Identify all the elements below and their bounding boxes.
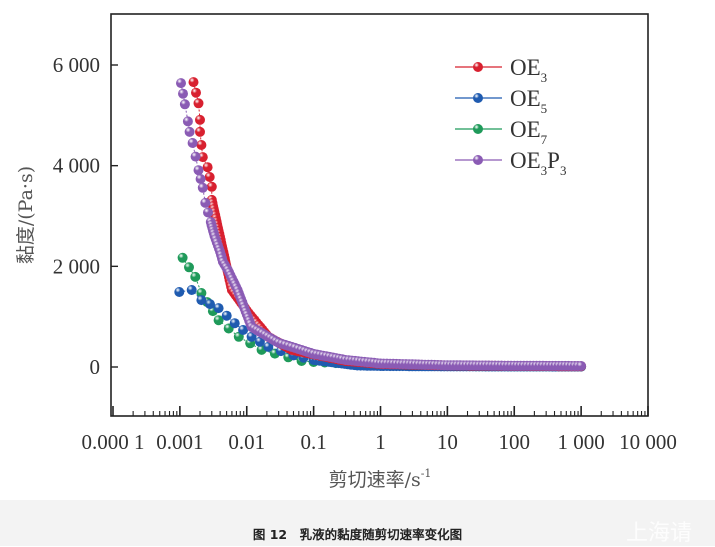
- series-OE3P3: [176, 78, 587, 371]
- legend-label-sub: 3: [541, 163, 548, 178]
- data-point: [203, 207, 213, 218]
- data-point: [221, 310, 232, 321]
- plot-frame: [110, 13, 649, 417]
- watermark: 上海请: [626, 521, 693, 546]
- legend-label: OE3P3: [510, 148, 566, 178]
- legend-item-OE3: OE3: [455, 55, 547, 85]
- x-tick-label: 1: [375, 430, 386, 454]
- data-point: [176, 78, 186, 89]
- data-point: [191, 87, 201, 98]
- data-point: [196, 288, 207, 298]
- x-tick-label: 0.1: [301, 430, 327, 454]
- legend-label-main: OE: [510, 86, 541, 111]
- data-point: [246, 331, 257, 342]
- legend-item-OE3P3: OE3P3: [455, 148, 566, 178]
- legend-marker: [473, 62, 483, 72]
- data-point: [190, 271, 201, 282]
- figure-caption: 图 12 乳液的黏度随剪切速率变化图: [252, 527, 463, 542]
- y-tick-label: 4 000: [53, 154, 100, 178]
- data-point: [206, 181, 217, 192]
- legend-label-sub: 3: [541, 70, 548, 85]
- x-axis-title: 剪切速率/s-1: [329, 467, 432, 491]
- data-point: [195, 174, 206, 184]
- y-tick-label: 0: [90, 355, 101, 379]
- data-point: [263, 341, 274, 352]
- data-point: [213, 303, 224, 314]
- data-point: [190, 151, 201, 162]
- data-point: [184, 262, 194, 273]
- data-point: [200, 197, 211, 208]
- data-point: [195, 114, 205, 125]
- viscosity-chart: 0 2 000 4 000 6 000 0.000 1 0.001 0.01 0.1 1 10 1…: [15, 13, 677, 491]
- data-point: [202, 162, 213, 173]
- data-point: [196, 140, 207, 150]
- x-tick-label: 0.01: [228, 430, 265, 454]
- data-point: [187, 138, 198, 148]
- legend-label: OE7: [510, 117, 548, 147]
- data-point: [186, 285, 197, 295]
- x-axis-title-sup: -1: [421, 467, 432, 480]
- data-point: [205, 299, 215, 310]
- data-point: [576, 361, 587, 371]
- x-tick-label: 0.000 1: [82, 430, 145, 454]
- x-tick-label: 10 000: [619, 430, 677, 454]
- legend-label-mid: P: [547, 148, 560, 173]
- x-tick-label: 100: [499, 430, 531, 454]
- data-point: [254, 336, 265, 347]
- data-point: [174, 287, 185, 297]
- x-tick-label: 10: [437, 430, 458, 454]
- y-tick-label: 2 000: [53, 254, 100, 278]
- data-point: [196, 295, 207, 306]
- legend-label-main: OE: [510, 148, 541, 173]
- y-axis-title: 黏度/(Pa·s): [15, 166, 37, 264]
- data-point: [178, 88, 188, 99]
- x-tick-label: 0.001: [156, 430, 203, 454]
- legend-item-OE7: OE7: [455, 117, 548, 147]
- legend-marker: [473, 155, 483, 165]
- legend-label-sub: 7: [541, 132, 548, 147]
- legend-label-sub2: 3: [560, 163, 567, 178]
- x-axis-title-text: 剪切速率/s: [329, 469, 421, 491]
- legend-label-main: OE: [510, 55, 541, 80]
- data-point: [193, 98, 204, 109]
- data-point: [182, 116, 193, 127]
- data-point: [213, 315, 224, 326]
- data-point: [197, 182, 208, 193]
- data-point: [177, 252, 188, 263]
- legend-marker: [473, 93, 483, 103]
- data-point: [188, 77, 199, 88]
- data-point: [195, 126, 205, 137]
- data-point: [204, 172, 215, 182]
- legend-label-sub: 5: [541, 101, 548, 116]
- legend-label: OE3: [510, 55, 547, 85]
- data-point: [238, 325, 249, 335]
- series-OE7: [177, 252, 587, 372]
- legend-item-OE5: OE5: [455, 86, 547, 116]
- x-tick-label: 1 000: [558, 430, 605, 454]
- data-point: [193, 165, 204, 176]
- data-point: [179, 99, 190, 110]
- legend-label: OE5: [510, 86, 547, 116]
- legend-label-main: OE: [510, 117, 541, 142]
- legend-marker: [473, 124, 483, 134]
- data-point: [197, 152, 208, 163]
- y-tick-label: 6 000: [53, 53, 100, 77]
- caption-band: [0, 500, 715, 546]
- data-point: [184, 126, 195, 137]
- data-point: [229, 318, 240, 329]
